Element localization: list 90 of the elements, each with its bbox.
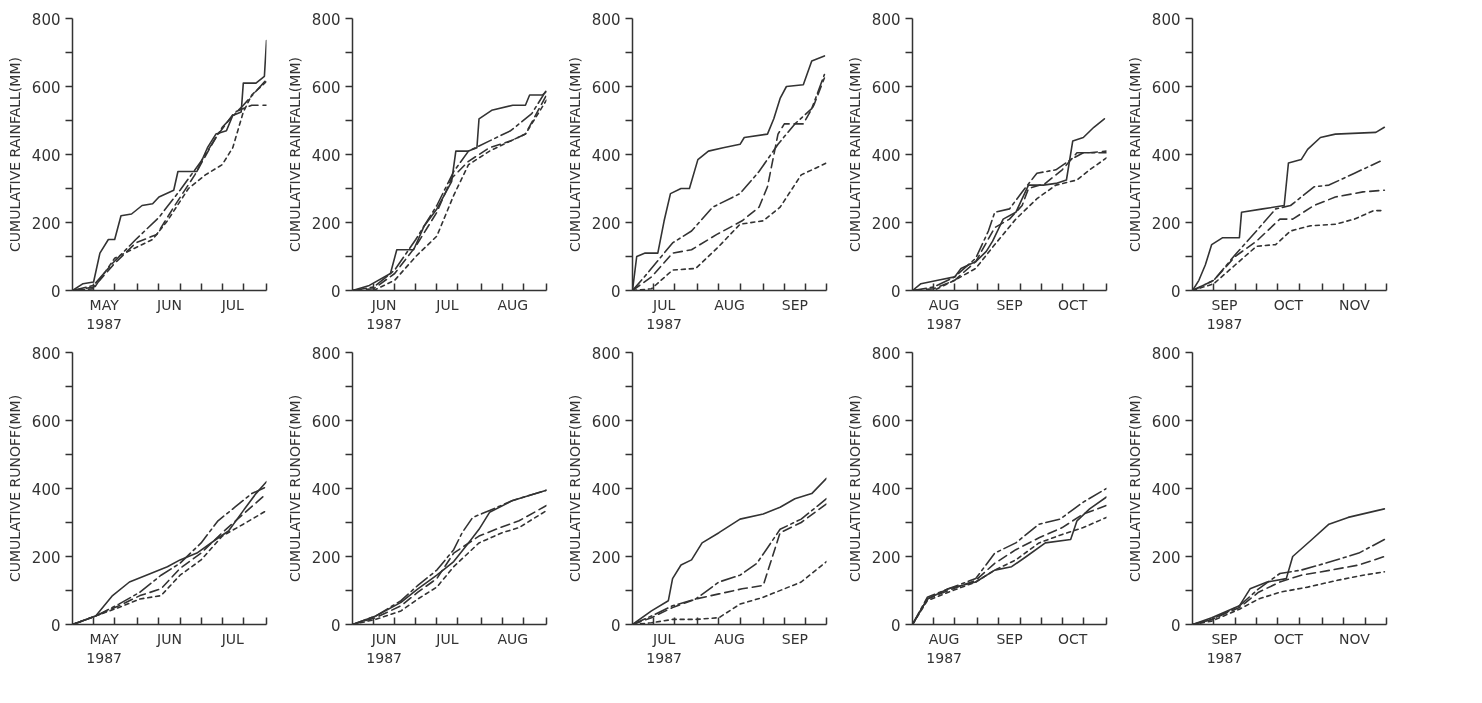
- y-tick-label: 200: [31, 548, 61, 567]
- y-tick-label: 200: [1151, 548, 1181, 567]
- x-tick-label: AUG: [714, 296, 745, 313]
- y-tick-label: 0: [1170, 616, 1181, 635]
- y-tick-label: 0: [610, 282, 621, 301]
- y-tick-label: 400: [1151, 146, 1181, 165]
- y-tick-label: 200: [1151, 214, 1181, 233]
- y-tick-label: 200: [591, 548, 621, 567]
- y-tick-label: 0: [890, 616, 901, 635]
- y-tick-label: 600: [31, 412, 61, 431]
- y-tick-label: 0: [1170, 282, 1181, 301]
- x-tick-label: MAY 1987: [86, 296, 122, 332]
- x-tick-label: SEP 1987: [1206, 630, 1243, 666]
- y-axis-title: CUMULATIVE RUNOFF(MM): [6, 394, 23, 583]
- x-tick-label: NOV: [1339, 630, 1371, 647]
- x-tick-label: JUL 1987: [646, 296, 682, 332]
- x-tick-label: OCT: [1058, 630, 1088, 647]
- y-tick-label: 200: [311, 548, 341, 567]
- x-tick-label: SEP: [996, 296, 1023, 313]
- y-tick-label: 400: [311, 480, 341, 499]
- y-tick-label: 800: [871, 344, 901, 363]
- y-axis-title: CUMULATIVE RAINFALL(MM): [6, 57, 23, 252]
- y-tick-label: 600: [591, 78, 621, 97]
- y-tick-label: 800: [871, 10, 901, 29]
- y-tick-label: 600: [871, 78, 901, 97]
- y-tick-label: 200: [871, 214, 901, 233]
- x-tick-label: AUG: [497, 630, 529, 647]
- y-tick-label: 0: [330, 616, 341, 635]
- x-tick-label: JUL 1987: [646, 630, 682, 666]
- y-tick-label: 800: [591, 10, 621, 29]
- y-tick-label: 400: [871, 146, 901, 165]
- y-tick-label: 400: [31, 146, 61, 165]
- y-tick-label: 800: [311, 10, 341, 29]
- y-tick-label: 200: [311, 214, 341, 233]
- x-tick-label: AUG 1987: [926, 630, 962, 666]
- x-tick-label: AUG 1987: [926, 296, 962, 332]
- x-tick-label: SEP: [996, 630, 1023, 647]
- y-axis-title: CUMULATIVE RAINFALL(MM): [846, 57, 863, 252]
- y-tick-label: 400: [1151, 480, 1181, 499]
- y-tick-label: 800: [1151, 10, 1181, 29]
- y-axis-title: CUMULATIVE RUNOFF(MM): [846, 394, 863, 583]
- x-tick-label: SEP 1987: [1206, 296, 1243, 332]
- x-tick-label: JUN: [156, 296, 182, 313]
- y-tick-label: 200: [591, 214, 621, 233]
- x-tick-label: OCT: [1058, 296, 1088, 313]
- y-axis-title: CUMULATIVE RAINFALL(MM): [286, 57, 303, 252]
- x-tick-label: JUN: [156, 630, 182, 647]
- x-tick-label: JUL: [220, 296, 245, 313]
- y-tick-label: 800: [31, 10, 61, 29]
- y-tick-label: 600: [31, 78, 61, 97]
- y-tick-label: 800: [1151, 344, 1181, 363]
- y-axis-title: CUMULATIVE RAINFALL(MM): [1126, 57, 1143, 252]
- x-tick-label: NOV: [1339, 296, 1371, 313]
- x-tick-label: JUN 1987: [366, 630, 402, 666]
- y-tick-label: 400: [591, 146, 621, 165]
- x-tick-label: MAY 1987: [86, 630, 122, 666]
- y-tick-label: 800: [591, 344, 621, 363]
- y-tick-label: 400: [311, 146, 341, 165]
- y-tick-label: 800: [311, 344, 341, 363]
- y-tick-label: 0: [610, 616, 621, 635]
- y-axis-title: CUMULATIVE RUNOFF(MM): [566, 394, 583, 583]
- x-tick-label: JUN 1987: [366, 296, 402, 332]
- x-tick-label: AUG: [497, 296, 529, 313]
- y-tick-label: 600: [1151, 78, 1181, 97]
- y-tick-label: 400: [31, 480, 61, 499]
- y-tick-label: 0: [330, 282, 341, 301]
- y-tick-label: 600: [311, 412, 341, 431]
- y-tick-label: 0: [50, 282, 61, 301]
- y-tick-label: 600: [311, 78, 341, 97]
- y-tick-label: 400: [871, 480, 901, 499]
- y-tick-label: 800: [31, 344, 61, 363]
- y-tick-label: 0: [890, 282, 901, 301]
- y-axis-title: CUMULATIVE RUNOFF(MM): [1126, 394, 1143, 583]
- x-tick-label: JUL: [435, 630, 459, 647]
- x-tick-label: JUL: [435, 296, 459, 313]
- y-tick-label: 600: [591, 412, 621, 431]
- y-tick-label: 600: [1151, 412, 1181, 431]
- x-tick-label: SEP: [781, 630, 808, 647]
- x-tick-label: AUG: [714, 630, 745, 647]
- x-tick-label: SEP: [781, 296, 808, 313]
- y-tick-label: 200: [31, 214, 61, 233]
- y-tick-label: 600: [871, 412, 901, 431]
- y-tick-label: 0: [50, 616, 61, 635]
- y-tick-label: 200: [871, 548, 901, 567]
- x-tick-label: OCT: [1273, 296, 1304, 313]
- x-tick-label: OCT: [1273, 630, 1304, 647]
- x-tick-label: JUL: [220, 630, 245, 647]
- y-axis-title: CUMULATIVE RAINFALL(MM): [566, 57, 583, 252]
- y-tick-label: 400: [591, 480, 621, 499]
- y-axis-title: CUMULATIVE RUNOFF(MM): [286, 394, 303, 583]
